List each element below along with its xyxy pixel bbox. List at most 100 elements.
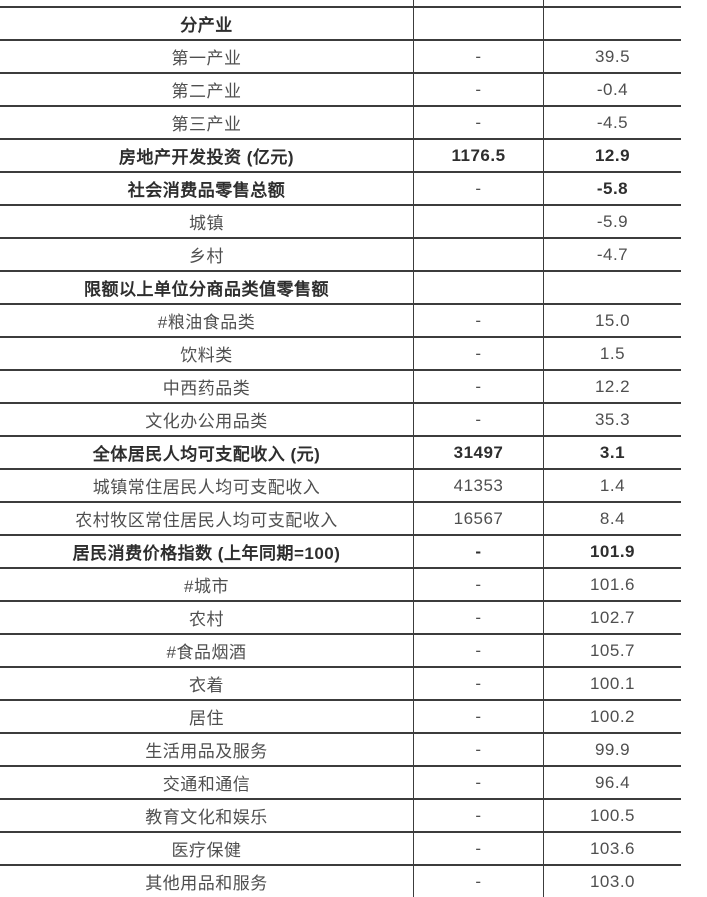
- value-cell: -: [414, 866, 544, 897]
- growth-cell: -5.9: [596, 211, 629, 231]
- table-row: #食品烟酒 - 105.7: [0, 635, 681, 668]
- table-row: 城镇常住居民人均可支配收入 41353 1.4: [0, 470, 681, 503]
- table-row: 限额以上单位分商品类值零售额: [0, 272, 681, 305]
- table-row: 交通和通信 - 96.4: [0, 767, 681, 800]
- table-row: #粮油食品类 - 15.0: [0, 305, 681, 338]
- growth-cell: -5.8: [596, 178, 629, 198]
- value-cell: 16567: [414, 503, 544, 534]
- growth-cell: [544, 8, 681, 39]
- table-row: 农村牧区常住居民人均可支配收入 16567 8.4: [0, 503, 681, 536]
- value-cell: -: [414, 602, 544, 633]
- value-cell: -: [414, 701, 544, 732]
- indicator-cell: 分产业: [0, 8, 414, 39]
- value-cell: -: [414, 371, 544, 402]
- value-cell: -: [414, 569, 544, 600]
- indicator-cell: 乡村: [0, 239, 414, 270]
- table-row: 居民消费价格指数 (上年同期=100) - 101.9: [0, 536, 681, 569]
- indicator-cell: 城镇: [0, 206, 414, 237]
- table-row: 其他用品和服务 - 103.0: [0, 866, 681, 897]
- table-row: 第二产业 - -0.4: [0, 74, 681, 107]
- indicator-cell: 房地产开发投资 (亿元): [0, 140, 414, 171]
- growth-cell: 39.5: [594, 46, 631, 66]
- value-cell: -: [414, 767, 544, 798]
- indicator-cell: 农村牧区常住居民人均可支配收入: [0, 503, 414, 534]
- growth-cell: 100.2: [589, 706, 636, 726]
- growth-cell: 103.0: [589, 871, 636, 891]
- value-cell: 41353: [414, 470, 544, 501]
- growth-cell: 100.5: [589, 805, 636, 825]
- growth-cell: 101.6: [589, 574, 636, 594]
- growth-cell: -0.4: [596, 79, 629, 99]
- table-row: 饮料类 - 1.5: [0, 338, 681, 371]
- value-cell: -: [414, 833, 544, 864]
- growth-cell: 105.7: [589, 640, 636, 660]
- indicator-cell: 衣着: [0, 668, 414, 699]
- value-cell: [414, 272, 544, 303]
- table-row: 农村 - 102.7: [0, 602, 681, 635]
- indicator-cell: [0, 0, 414, 6]
- table-row: 房地产开发投资 (亿元) 1176.5 12.9: [0, 140, 681, 173]
- table-row: #城市 - 101.6: [0, 569, 681, 602]
- value-cell: [414, 0, 544, 6]
- growth-cell: 99.9: [594, 739, 631, 759]
- indicator-cell: 其他用品和服务: [0, 866, 414, 897]
- value-cell: -: [414, 41, 544, 72]
- growth-cell: 100.1: [589, 673, 636, 693]
- indicator-cell: 限额以上单位分商品类值零售额: [0, 272, 414, 303]
- indicator-cell: #食品烟酒: [0, 635, 414, 666]
- indicator-cell: 社会消费品零售总额: [0, 173, 414, 204]
- table-row: 乡村 -4.7: [0, 239, 681, 272]
- value-cell: -: [414, 305, 544, 336]
- value-cell: -: [414, 635, 544, 666]
- growth-cell: 35.3: [594, 409, 631, 429]
- table-row: 教育文化和娱乐 - 100.5: [0, 800, 681, 833]
- table-row: 中西药品类 - 12.2: [0, 371, 681, 404]
- value-cell: 31497: [414, 437, 544, 468]
- indicator-cell: 文化办公用品类: [0, 404, 414, 435]
- indicator-cell: 全体居民人均可支配收入 (元): [0, 437, 414, 468]
- indicator-cell: 生活用品及服务: [0, 734, 414, 765]
- indicator-table-body: 分产业 第一产业 - 39.5 第二产业 - -0.4 第三产业 - -4.5 …: [0, 8, 681, 897]
- value-cell: -: [414, 338, 544, 369]
- indicator-cell: 城镇常住居民人均可支配收入: [0, 470, 414, 501]
- value-cell: -: [414, 107, 544, 138]
- indicator-cell: 医疗保健: [0, 833, 414, 864]
- table-row: 社会消费品零售总额 - -5.8: [0, 173, 681, 206]
- value-cell: [414, 206, 544, 237]
- growth-cell: 12.9: [594, 145, 631, 165]
- growth-cell: 101.9: [589, 541, 636, 561]
- table-row: 第三产业 - -4.5: [0, 107, 681, 140]
- value-cell: [414, 239, 544, 270]
- growth-cell: [544, 272, 681, 303]
- growth-cell: 1.5: [599, 343, 626, 363]
- growth-cell: 12.2: [594, 376, 631, 396]
- indicator-table: 分产业 第一产业 - 39.5 第二产业 - -0.4 第三产业 - -4.5 …: [0, 0, 681, 897]
- value-cell: -: [414, 536, 544, 567]
- indicator-cell: 农村: [0, 602, 414, 633]
- table-row: 全体居民人均可支配收入 (元) 31497 3.1: [0, 437, 681, 470]
- value-cell: -: [414, 734, 544, 765]
- table-row: 生活用品及服务 - 99.9: [0, 734, 681, 767]
- indicator-cell: 饮料类: [0, 338, 414, 369]
- indicator-cell: 第一产业: [0, 41, 414, 72]
- value-cell: [414, 8, 544, 39]
- growth-cell: 8.4: [599, 508, 626, 528]
- table-row: 医疗保健 - 103.6: [0, 833, 681, 866]
- growth-cell: 15.0: [594, 310, 631, 330]
- growth-cell: 1.4: [599, 475, 626, 495]
- indicator-cell: 第三产业: [0, 107, 414, 138]
- value-cell: -: [414, 404, 544, 435]
- growth-cell: 96.4: [594, 772, 631, 792]
- table-row: 分产业: [0, 8, 681, 41]
- table-row: 居住 - 100.2: [0, 701, 681, 734]
- table-row: 文化办公用品类 - 35.3: [0, 404, 681, 437]
- indicator-cell: 中西药品类: [0, 371, 414, 402]
- table-row: 城镇 -5.9: [0, 206, 681, 239]
- value-cell: -: [414, 668, 544, 699]
- value-cell: -: [414, 800, 544, 831]
- indicator-cell: #粮油食品类: [0, 305, 414, 336]
- indicator-cell: #城市: [0, 569, 414, 600]
- value-cell: -: [414, 173, 544, 204]
- growth-cell: 103.6: [589, 838, 636, 858]
